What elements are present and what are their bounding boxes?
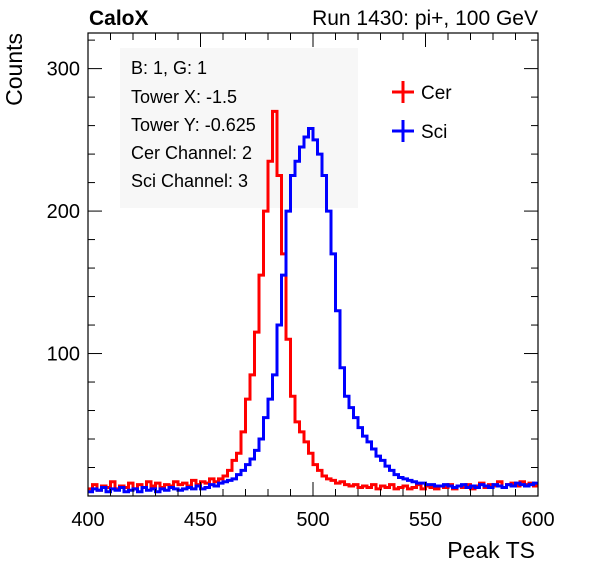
brand-label: CaloX — [89, 7, 149, 30]
x-axis-label: Peak TS — [447, 537, 535, 563]
x-tick-label: 500 — [296, 509, 329, 531]
info-box-background — [120, 48, 358, 208]
legend-label-sci: Sci — [421, 122, 447, 143]
legend: Cer Sci — [392, 81, 452, 143]
x-tick-label: 400 — [71, 509, 104, 531]
info-line-board: B: 1, G: 1 — [131, 58, 207, 78]
info-line-cer-channel: Cer Channel: 2 — [131, 143, 252, 163]
info-line-tower-x: Tower X: -1.5 — [131, 87, 237, 107]
x-tick-label: 450 — [184, 509, 217, 531]
series-layer — [88, 109, 538, 494]
series-line-sci — [88, 126, 538, 494]
legend-marker-sci-icon — [392, 120, 414, 142]
info-line-sci-channel: Sci Channel: 3 — [131, 171, 248, 191]
y-tick-label: 100 — [47, 344, 80, 366]
legend-label-cer: Cer — [421, 83, 452, 104]
info-line-tower-y: Tower Y: -0.625 — [131, 115, 256, 135]
y-tick-label: 300 — [47, 59, 80, 81]
run-info-label: Run 1430: pi+, 100 GeV — [312, 7, 538, 30]
x-tick-label: 550 — [409, 509, 442, 531]
tick-layer: 400 450 500 550 600 100 200 300 — [47, 33, 555, 531]
x-tick-label: 600 — [521, 509, 554, 531]
y-tick-label: 200 — [47, 201, 80, 223]
y-axis-label: Counts — [1, 33, 27, 106]
info-box: B: 1, G: 1 Tower X: -1.5 Tower Y: -0.625… — [120, 48, 358, 208]
legend-marker-cer-icon — [392, 81, 414, 103]
